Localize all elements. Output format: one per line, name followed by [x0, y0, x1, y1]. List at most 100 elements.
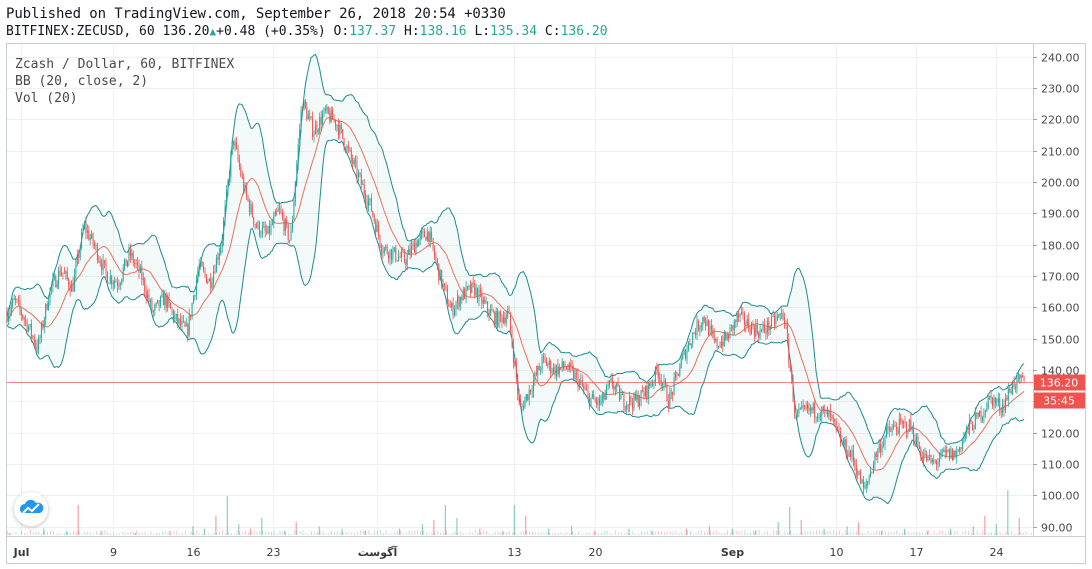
- price-chart[interactable]: 240.00 230.00 220.00 210.00 200.00 190.00 180.…: [6, 43, 1086, 564]
- candle-body: [779, 313, 781, 316]
- candle-body: [307, 115, 309, 120]
- volume-bar: [685, 528, 687, 535]
- candle-body: [373, 215, 375, 222]
- candle-body: [343, 138, 345, 148]
- candle-body: [918, 446, 920, 449]
- candle-body: [814, 403, 816, 418]
- candle-body: [963, 438, 965, 442]
- volume-bar: [732, 531, 734, 535]
- candle-body: [735, 320, 737, 322]
- volume-bar: [253, 530, 255, 535]
- candle-body: [762, 325, 764, 331]
- candle-body: [567, 369, 569, 370]
- candle-body: [775, 318, 777, 325]
- volume-bar: [273, 531, 275, 535]
- candle-body: [94, 244, 95, 246]
- candle-body: [617, 383, 619, 386]
- candle-body: [557, 365, 559, 375]
- volume-bar: [753, 530, 754, 535]
- volume-bar: [334, 531, 335, 535]
- volume-bar: [291, 533, 292, 535]
- candle-body: [23, 318, 25, 320]
- volume-bar: [1007, 490, 1009, 535]
- candle-body: [150, 300, 151, 303]
- candle-body: [358, 173, 359, 178]
- y-tick-label: 210.00: [1041, 146, 1080, 159]
- volume-bar: [526, 530, 528, 535]
- candle-body: [501, 315, 503, 323]
- candle-body: [392, 250, 394, 260]
- volume-bar: [479, 528, 481, 535]
- candle-body: [39, 337, 41, 340]
- candle-body: [871, 471, 873, 473]
- volume-bar: [187, 533, 189, 535]
- volume-bar: [747, 533, 748, 535]
- volume-bar: [110, 533, 112, 535]
- y-axis[interactable]: 240.00 230.00 220.00 210.00 200.00 190.00 180.…: [1033, 52, 1080, 535]
- candle-body: [421, 231, 423, 235]
- volume-bar: [557, 532, 559, 535]
- candle-body: [215, 257, 217, 273]
- candle-body: [213, 271, 215, 283]
- volume-bar: [169, 530, 171, 535]
- tradingview-logo-icon[interactable]: [14, 492, 48, 526]
- candle-body: [850, 450, 851, 458]
- volume-bar: [571, 526, 573, 535]
- volume-bar: [408, 530, 410, 535]
- volume-bar: [721, 533, 723, 535]
- candle-body: [396, 260, 398, 262]
- volume-bar: [457, 532, 459, 535]
- candle-body: [561, 361, 563, 368]
- candle-body: [949, 449, 950, 459]
- candle-body: [844, 439, 846, 446]
- candle-body: [864, 486, 866, 488]
- candle-body: [498, 311, 500, 327]
- volume-bar: [444, 505, 446, 535]
- candle-body: [210, 278, 212, 288]
- candle-body: [623, 394, 625, 409]
- volume-bar: [44, 531, 46, 535]
- candle-body: [317, 130, 319, 133]
- volume-bar: [202, 534, 203, 535]
- volume-bar: [678, 533, 680, 535]
- candle-body: [134, 262, 136, 264]
- candle-body: [748, 319, 750, 330]
- volume-bar: [293, 530, 295, 535]
- candle-body: [887, 426, 889, 428]
- candle-body: [214, 271, 216, 273]
- volume-bar: [491, 533, 493, 535]
- candle-body: [588, 393, 590, 406]
- chart-area[interactable]: 240.00 230.00 220.00 210.00 200.00 190.00 180.…: [6, 43, 1086, 564]
- high-label: H:: [404, 24, 420, 39]
- candle-body: [928, 454, 930, 456]
- candle-body: [781, 313, 783, 314]
- candle-body: [405, 261, 407, 265]
- candle-body: [544, 356, 546, 360]
- volume-bar: [226, 496, 228, 535]
- volume-bar: [735, 530, 737, 535]
- candle-body: [45, 304, 47, 320]
- candle-body: [122, 267, 124, 279]
- candle-body: [425, 237, 427, 241]
- candle-body: [537, 366, 539, 375]
- candle-body: [888, 426, 890, 431]
- volume-bar: [35, 531, 37, 535]
- y-tick-label: 110.00: [1041, 459, 1080, 472]
- candle-body: [429, 232, 431, 242]
- volume-bar: [295, 522, 297, 535]
- candle-body: [183, 320, 184, 322]
- candle-body: [1003, 405, 1005, 411]
- volume-bar: [417, 530, 419, 535]
- volume-bar: [245, 530, 246, 535]
- volume-bar: [362, 530, 364, 535]
- volume-bar: [159, 533, 160, 535]
- candle-body: [250, 204, 252, 212]
- volume-bar: [821, 530, 823, 535]
- x-axis[interactable]: Jul 9 16 23 آگوست 13 20 Sep 10 17 24: [13, 545, 1004, 559]
- candle-body: [867, 481, 869, 485]
- candle-body: [145, 291, 147, 299]
- candle-body: [408, 249, 410, 255]
- candle-body: [507, 310, 509, 317]
- bb-fill: [7, 54, 1025, 504]
- candle-body: [412, 243, 414, 247]
